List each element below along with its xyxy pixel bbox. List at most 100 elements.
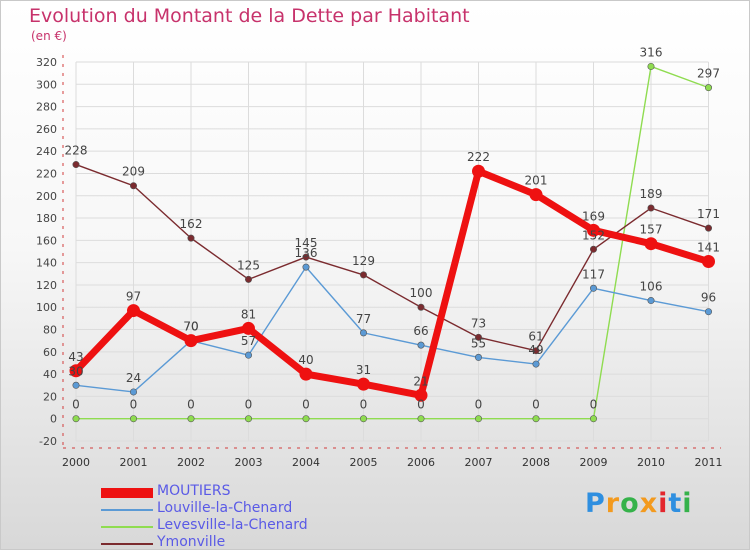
- data-label: 157: [640, 223, 663, 237]
- data-point: [474, 333, 482, 341]
- data-point: [302, 253, 310, 261]
- data-label: 0: [245, 398, 253, 412]
- data-label: 70: [183, 320, 198, 334]
- y-tick-label: 120: [36, 279, 57, 292]
- data-label: 189: [640, 187, 663, 201]
- data-label: 57: [241, 334, 256, 348]
- series-line-levesville-la-chenard: [76, 65, 709, 420]
- data-label: 96: [701, 291, 716, 305]
- data-point: [704, 308, 712, 316]
- x-tick-label: 2003: [235, 456, 263, 469]
- data-label: 66: [413, 324, 428, 338]
- y-tick-label: 60: [43, 346, 57, 359]
- data-label: 81: [241, 307, 256, 321]
- y-tick-label: 240: [36, 145, 57, 158]
- data-label: 152: [582, 228, 605, 242]
- data-label: 0: [590, 398, 598, 412]
- series-line-moutiers: [73, 167, 710, 399]
- logo-letter: r: [605, 488, 621, 519]
- data-point: [130, 415, 138, 423]
- data-point: [359, 271, 367, 279]
- x-tick-label: 2006: [407, 456, 435, 469]
- data-point: [245, 351, 253, 359]
- x-tick-label: 2001: [120, 456, 148, 469]
- y-tick-label: 260: [36, 123, 57, 136]
- data-point: [472, 164, 485, 178]
- data-point: [532, 347, 540, 355]
- data-point: [130, 182, 138, 190]
- data-label: 0: [72, 398, 80, 412]
- data-label: 55: [471, 336, 486, 350]
- x-tick-label: 2004: [292, 456, 320, 469]
- data-label: 49: [528, 343, 543, 357]
- y-tick-label: 280: [36, 101, 57, 114]
- data-label: 316: [640, 45, 663, 59]
- legend-label: MOUTIERS: [157, 483, 231, 499]
- data-point: [359, 415, 367, 423]
- y-tick-label: 220: [36, 167, 57, 180]
- data-label: 24: [126, 371, 141, 385]
- chart-title: Evolution du Montant de la Dette par Hab…: [29, 5, 470, 27]
- data-point: [532, 360, 540, 368]
- data-label: 141: [697, 241, 720, 255]
- logo-letter: o: [620, 488, 640, 519]
- data-label: 145: [295, 236, 318, 250]
- data-label: 169: [582, 209, 605, 223]
- y-tick-label: 40: [43, 368, 57, 381]
- data-label: 73: [471, 316, 486, 330]
- data-label: 136: [295, 246, 318, 260]
- data-point: [474, 415, 482, 423]
- data-label: 201: [525, 174, 548, 188]
- data-label: 209: [122, 165, 145, 179]
- y-tick-label: 140: [36, 257, 57, 270]
- y-tick-label: 300: [36, 78, 57, 91]
- data-point: [644, 237, 658, 251]
- data-label: 40: [298, 353, 313, 367]
- legend-swatch: [101, 543, 153, 545]
- x-tick-label: 2005: [350, 456, 378, 469]
- data-point: [417, 303, 425, 311]
- data-point: [589, 415, 597, 423]
- logo-letter: x: [639, 488, 659, 519]
- data-label: 106: [640, 280, 663, 294]
- data-label: 297: [697, 67, 720, 81]
- data-point: [417, 341, 425, 349]
- data-point: [69, 364, 83, 378]
- data-point: [184, 334, 198, 348]
- legend-swatch: [101, 526, 153, 528]
- data-label: 43: [68, 350, 83, 364]
- data-point: [414, 388, 428, 402]
- data-label: 97: [126, 290, 141, 304]
- y-tick-label: 80: [43, 324, 57, 337]
- y-tick-label: 180: [36, 212, 57, 225]
- data-point: [704, 224, 712, 232]
- data-point: [587, 223, 600, 237]
- data-label: 0: [187, 398, 195, 412]
- data-label: 0: [417, 398, 425, 412]
- data-point: [245, 415, 253, 423]
- data-point: [532, 415, 540, 423]
- data-label: 70: [183, 320, 198, 334]
- x-tick-label: 2000: [62, 456, 90, 469]
- data-point: [299, 367, 313, 381]
- data-point: [589, 245, 597, 253]
- data-point: [702, 255, 715, 269]
- data-point: [529, 188, 543, 202]
- y-tick-label: 0: [50, 413, 57, 426]
- data-point: [130, 388, 138, 396]
- data-label: 77: [356, 312, 371, 326]
- y-tick-label: 100: [36, 301, 57, 314]
- legend-swatch: [101, 488, 153, 498]
- y-tick-label: 20: [43, 390, 57, 403]
- legend-label: Louville-la-Chenard: [157, 500, 293, 516]
- data-label: 31: [356, 363, 371, 377]
- data-label: 125: [237, 258, 260, 272]
- data-point: [245, 275, 253, 283]
- data-point: [72, 381, 80, 389]
- x-tick-label: 2002: [177, 456, 205, 469]
- data-label: 30: [68, 364, 83, 378]
- data-point: [242, 321, 255, 335]
- proxiti-logo: Proxiti: [585, 488, 693, 519]
- y-tick-label: -20: [39, 435, 57, 448]
